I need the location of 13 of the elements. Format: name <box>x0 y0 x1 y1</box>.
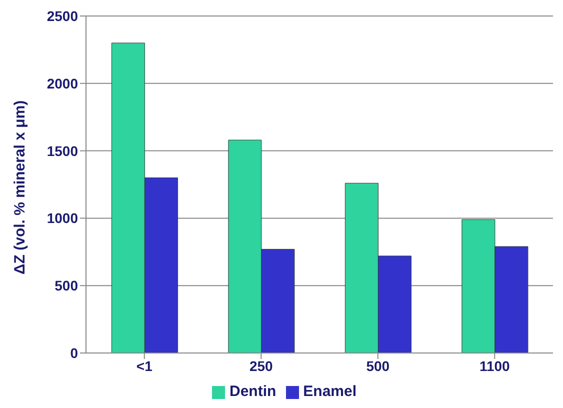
y-tick-label: 2000 <box>46 75 78 92</box>
x-tick-label: 500 <box>366 358 390 374</box>
y-tick-label: 1000 <box>46 210 78 226</box>
y-axis-title: ΔZ (vol. % mineral x μm) <box>11 100 28 274</box>
x-tick-label: 250 <box>249 358 274 374</box>
legend-label: Enamel <box>303 383 357 400</box>
y-tick-label: 0 <box>70 344 78 361</box>
x-tick-label: <1 <box>136 358 153 374</box>
legend-label: Dentin <box>229 383 276 400</box>
y-tick-label: 1500 <box>46 142 78 159</box>
y-tick-label: 2500 <box>46 8 78 24</box>
y-tick-label: 500 <box>54 278 78 294</box>
x-tick-label: 1100 <box>479 358 510 374</box>
